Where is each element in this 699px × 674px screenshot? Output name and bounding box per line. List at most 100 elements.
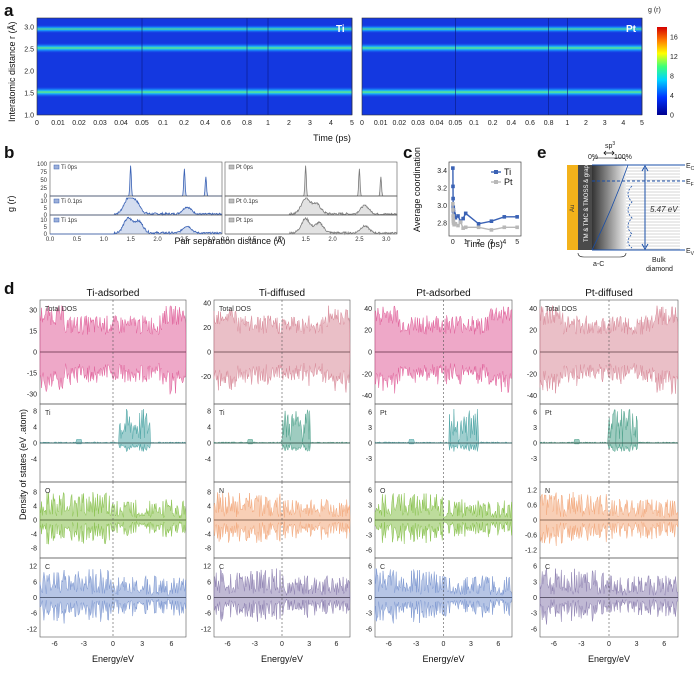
dos-y-tick: 3 <box>368 425 372 432</box>
dos-y-tick: -4 <box>31 457 37 464</box>
dos-y-tick: -6 <box>366 548 372 555</box>
dos-x-tick: -3 <box>413 641 419 648</box>
coord-legend-marker <box>494 170 498 174</box>
heatmap-x-tick: 0.2 <box>179 120 189 127</box>
coord-y-tick: 3.0 <box>437 203 447 210</box>
au-label: Au <box>570 205 576 212</box>
panel-label-c: c <box>403 143 412 162</box>
dos-y-tick: 4 <box>33 425 37 432</box>
dos-column-title: Pt-adsorbed <box>416 288 470 299</box>
dos-x-tick: -6 <box>224 641 230 648</box>
rdf-x-tick: 1.5 <box>126 237 135 243</box>
dos-x-tick: -3 <box>578 641 584 648</box>
dos-x-tick: -3 <box>81 641 87 648</box>
heatmap-x-tick: 0.04 <box>114 120 128 127</box>
dos-y-tick: 8 <box>207 490 211 497</box>
dos-row-label: N <box>545 488 550 495</box>
dos-y-tick: 0 <box>207 518 211 525</box>
dos-y-tick: 0 <box>368 441 372 448</box>
coord-point-Pt <box>451 208 455 212</box>
heatmap-x-tick: 0 <box>360 120 364 127</box>
rdf-frame <box>49 214 223 235</box>
ec-label: EC <box>686 163 695 172</box>
dos-x-tick: -6 <box>51 641 57 648</box>
rdf-legend-label: Ti 0ps <box>61 165 77 171</box>
heatmap-bg-Ti <box>37 18 352 115</box>
coord-point-Pt <box>456 223 460 228</box>
heatmap-x-tick: 2 <box>287 120 291 127</box>
dos-x-tick: 3 <box>140 641 144 648</box>
rdf-x-tick: 3.0 <box>382 237 391 243</box>
coord-point-Ti <box>502 215 507 219</box>
panel-c-x-label: Time (ps) <box>465 239 503 249</box>
heatmap-x-tick: 4 <box>329 120 333 127</box>
dos-y-tick: 40 <box>529 306 537 313</box>
panel-label-d: d <box>4 279 14 298</box>
dos-y-tick: -3 <box>366 456 372 463</box>
heatmap-frame-Pt <box>361 17 643 116</box>
rdf-y-tick: 10 <box>40 218 47 224</box>
dos-row-label: Total DOS <box>545 306 577 313</box>
pct-right: 100% <box>614 154 632 161</box>
dos-row-label: N <box>219 488 224 495</box>
heatmap-title-Pt: Pt <box>626 24 637 35</box>
dos-x-tick: 6 <box>169 641 173 648</box>
bulk-label-2: diamond <box>646 266 673 273</box>
rdf-x-tick: 1.0 <box>100 237 109 243</box>
coord-point-Ti <box>515 215 519 219</box>
panel-a-heatmaps: Ti 0 0.01 0.02 0.03 0.04 0.05 0.1 0.2 0.4 0.6 0.8 1 2… <box>24 17 644 127</box>
dos-y-tick: 0 <box>533 441 537 448</box>
coord-x-tick: 5 <box>515 239 519 246</box>
colorbar-label: g (r) <box>648 7 661 14</box>
dos-y-tick: 6 <box>368 488 372 495</box>
dos-y-tick: -30 <box>27 392 37 399</box>
rdf-x-tick: 2.0 <box>328 237 337 243</box>
dos-y-tick: 6 <box>207 579 211 586</box>
coord-point-Pt <box>502 225 507 230</box>
ev-label: EV <box>686 248 695 257</box>
dos-spin-up <box>213 409 351 444</box>
dos-row-label: Total DOS <box>219 306 251 313</box>
rdf-legend-swatch <box>53 198 60 204</box>
dos-x-tick: 6 <box>662 641 666 648</box>
coord-point-Ti <box>453 215 458 220</box>
dos-x-tick: 0 <box>280 641 284 648</box>
heatmap-x-tick: 0.01 <box>51 120 65 127</box>
dos-y-tick: -3 <box>531 611 537 618</box>
coord-point-Ti <box>463 211 468 216</box>
dos-row-label: Ti <box>45 410 51 417</box>
heatmap-band-Pt-0 <box>362 86 642 98</box>
dos-y-tick: -4 <box>205 457 211 464</box>
heatmap-y-tick: 2.0 <box>24 68 34 75</box>
dos-y-tick: -12 <box>27 626 37 633</box>
rdf-area-Ti 1ps <box>50 217 222 234</box>
dos-row-label: C <box>219 564 224 571</box>
heatmap-x-tick: 0.05 <box>449 120 463 127</box>
dos-y-tick: 6 <box>368 564 372 571</box>
dos-y-tick: 30 <box>29 308 37 315</box>
heatmap-frame-Ti <box>36 17 353 116</box>
heatmap-x-tick: 3 <box>308 120 312 127</box>
coord-x-tick: 2 <box>477 239 481 246</box>
heatmap-x-tick: 0.04 <box>430 120 444 127</box>
panel-b-y-label: g (r) <box>6 196 16 213</box>
dos-y-tick: 0 <box>533 350 537 357</box>
rdf-legend-swatch <box>53 217 60 223</box>
dos-y-tick: 3 <box>533 579 537 586</box>
dos-y-tick: 0 <box>533 518 537 525</box>
dos-row-label: C <box>545 564 550 571</box>
dos-x-label: Energy/eV <box>422 654 464 664</box>
pct-left: 0% <box>588 154 598 161</box>
coord-point-Pt <box>451 201 455 206</box>
dos-y-tick: -3 <box>366 533 372 540</box>
dos-y-tick: 6 <box>368 410 372 417</box>
dos-y-tick: -4 <box>205 532 211 539</box>
heatmap-x-tick: 0.6 <box>221 120 231 127</box>
heatmap-y-tick: 1.5 <box>24 90 34 97</box>
dos-row-label: C <box>45 564 50 571</box>
colorbar-ticks: 0 4 8 12 16 <box>670 34 678 119</box>
gap-arrowheads <box>641 165 649 250</box>
heatmap-x-tick: 0.03 <box>93 120 107 127</box>
dos-y-tick: 0 <box>368 595 372 602</box>
